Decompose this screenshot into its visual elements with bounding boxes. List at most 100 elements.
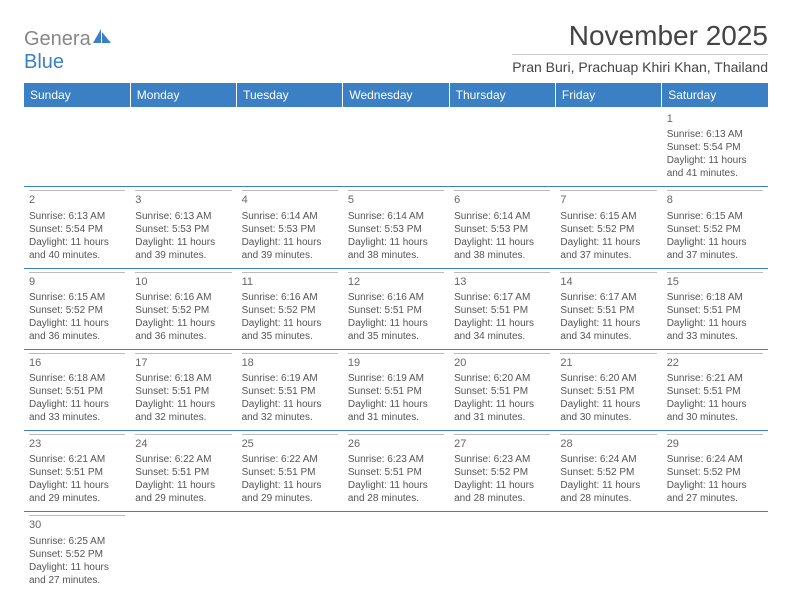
sunset-line: Sunset: 5:51 PM — [560, 385, 656, 398]
day-number: 15 — [667, 272, 763, 289]
day-number: 4 — [242, 190, 338, 207]
sunset-line: Sunset: 5:51 PM — [454, 385, 550, 398]
daylight-line: Daylight: 11 hours and 28 minutes. — [454, 479, 550, 505]
daylight-line: Daylight: 11 hours and 35 minutes. — [348, 317, 444, 343]
sunset-line: Sunset: 5:52 PM — [135, 304, 231, 317]
daylight-line: Daylight: 11 hours and 31 minutes. — [454, 398, 550, 424]
sunrise-line: Sunrise: 6:20 AM — [454, 372, 550, 385]
day-number: 7 — [560, 190, 656, 207]
calendar-cell-empty — [449, 512, 555, 593]
day-number: 18 — [242, 353, 338, 370]
sunset-line: Sunset: 5:51 PM — [348, 304, 444, 317]
sunrise-line: Sunrise: 6:16 AM — [348, 291, 444, 304]
sunset-line: Sunset: 5:52 PM — [242, 304, 338, 317]
calendar-cell: 7Sunrise: 6:15 AMSunset: 5:52 PMDaylight… — [555, 187, 661, 268]
calendar-cell: 24Sunrise: 6:22 AMSunset: 5:51 PMDayligh… — [130, 431, 236, 512]
calendar-cell: 14Sunrise: 6:17 AMSunset: 5:51 PMDayligh… — [555, 268, 661, 349]
daylight-line: Daylight: 11 hours and 38 minutes. — [348, 236, 444, 262]
calendar-cell: 20 Sunrise: 6:20 AMSunset: 5:51 PMDayligh… — [449, 349, 555, 430]
sunset-line: Sunset: 5:51 PM — [242, 466, 338, 479]
calendar-cell: 8Sunrise: 6:15 AMSunset: 5:52 PMDaylight… — [662, 187, 768, 268]
day-number: 25 — [242, 434, 338, 451]
sunset-line: Sunset: 5:53 PM — [242, 223, 338, 236]
day-number: 29 — [667, 434, 763, 451]
daylight-line: Daylight: 11 hours and 33 minutes. — [29, 398, 125, 424]
day-number: 1 — [667, 110, 763, 126]
day-number: 2 — [29, 190, 125, 207]
calendar-cell: 21 Sunrise: 6:20 AMSunset: 5:51 PMDayligh… — [555, 349, 661, 430]
calendar-cell: 6Sunrise: 6:14 AMSunset: 5:53 PMDaylight… — [449, 187, 555, 268]
calendar-cell: 18Sunrise: 6:19 AMSunset: 5:51 PMDayligh… — [237, 349, 343, 430]
daylight-line: Daylight: 11 hours and 36 minutes. — [29, 317, 125, 343]
day-number: 13 — [454, 272, 550, 289]
day-number: 20 — [454, 353, 550, 370]
daylight-line: Daylight: 11 hours and 40 minutes. — [29, 236, 125, 262]
sunset-line: Sunset: 5:51 PM — [242, 385, 338, 398]
sunset-line: Sunset: 5:51 PM — [348, 466, 444, 479]
calendar-row: 1Sunrise: 6:13 AMSunset: 5:54 PMDaylight… — [24, 107, 768, 187]
day-number: 5 — [348, 190, 444, 207]
sunset-line: Sunset: 5:52 PM — [560, 466, 656, 479]
calendar-cell: 19 Sunrise: 6:19 AMSunset: 5:51 PMDayligh… — [343, 349, 449, 430]
logo-part2: Blue — [24, 51, 64, 73]
calendar-cell: 26Sunrise: 6:23 AMSunset: 5:51 PMDayligh… — [343, 431, 449, 512]
sunset-line: Sunset: 5:54 PM — [667, 141, 763, 154]
sunrise-line: Sunrise: 6:18 AM — [29, 372, 125, 385]
sunrise-line: Sunrise: 6:23 AM — [348, 453, 444, 466]
sunrise-line: Sunrise: 6:24 AM — [667, 453, 763, 466]
sunrise-line: Sunrise: 6:21 AM — [29, 453, 125, 466]
calendar-cell: 29 Sunrise: 6:24 AMSunset: 5:52 PMDayligh… — [662, 431, 768, 512]
daylight-line: Daylight: 11 hours and 31 minutes. — [348, 398, 444, 424]
daylight-line: Daylight: 11 hours and 38 minutes. — [454, 236, 550, 262]
calendar-cell: 23Sunrise: 6:21 AMSunset: 5:51 PMDayligh… — [24, 431, 130, 512]
daylight-line: Daylight: 11 hours and 37 minutes. — [560, 236, 656, 262]
sunrise-line: Sunrise: 6:19 AM — [348, 372, 444, 385]
sunset-line: Sunset: 5:51 PM — [348, 385, 444, 398]
location: Pran Buri, Prachuap Khiri Khan, Thailand — [512, 54, 768, 75]
sunset-line: Sunset: 5:51 PM — [667, 385, 763, 398]
daylight-line: Daylight: 11 hours and 39 minutes. — [242, 236, 338, 262]
sunrise-line: Sunrise: 6:22 AM — [135, 453, 231, 466]
sunset-line: Sunset: 5:52 PM — [667, 466, 763, 479]
day-number: 19 — [348, 353, 444, 370]
day-number: 27 — [454, 434, 550, 451]
sunrise-line: Sunrise: 6:20 AM — [560, 372, 656, 385]
day-number: 8 — [667, 190, 763, 207]
calendar-cell: 5Sunrise: 6:14 AMSunset: 5:53 PMDaylight… — [343, 187, 449, 268]
daylight-line: Daylight: 11 hours and 39 minutes. — [135, 236, 231, 262]
weekday-header: Saturday — [662, 83, 768, 107]
logo: GeneraBlue — [24, 28, 115, 74]
day-number: 3 — [135, 190, 231, 207]
calendar-cell: 12Sunrise: 6:16 AMSunset: 5:51 PMDayligh… — [343, 268, 449, 349]
sunrise-line: Sunrise: 6:14 AM — [348, 210, 444, 223]
day-number: 16 — [29, 353, 125, 370]
logo-part1: Genera — [24, 28, 91, 50]
sunrise-line: Sunrise: 6:18 AM — [135, 372, 231, 385]
calendar-cell: 22Sunrise: 6:21 AMSunset: 5:51 PMDayligh… — [662, 349, 768, 430]
sunset-line: Sunset: 5:51 PM — [454, 304, 550, 317]
daylight-line: Daylight: 11 hours and 36 minutes. — [135, 317, 231, 343]
sunrise-line: Sunrise: 6:16 AM — [135, 291, 231, 304]
calendar-cell-empty — [24, 107, 130, 187]
weekday-header: Wednesday — [343, 83, 449, 107]
sunrise-line: Sunrise: 6:17 AM — [454, 291, 550, 304]
daylight-line: Daylight: 11 hours and 37 minutes. — [667, 236, 763, 262]
daylight-line: Daylight: 11 hours and 27 minutes. — [29, 561, 125, 587]
title-block: November 2025 Pran Buri, Prachuap Khiri … — [512, 20, 768, 75]
day-number: 9 — [29, 272, 125, 289]
daylight-line: Daylight: 11 hours and 29 minutes. — [29, 479, 125, 505]
daylight-line: Daylight: 11 hours and 30 minutes. — [560, 398, 656, 424]
calendar-cell-empty — [449, 107, 555, 187]
sunrise-line: Sunrise: 6:19 AM — [242, 372, 338, 385]
calendar-cell: 28Sunrise: 6:24 AMSunset: 5:52 PMDayligh… — [555, 431, 661, 512]
day-number: 11 — [242, 272, 338, 289]
logo-text: GeneraBlue — [24, 28, 115, 74]
calendar-header-row: SundayMondayTuesdayWednesdayThursdayFrid… — [24, 83, 768, 107]
calendar-cell: 3Sunrise: 6:13 AMSunset: 5:53 PMDaylight… — [130, 187, 236, 268]
day-number: 21 — [560, 353, 656, 370]
daylight-line: Daylight: 11 hours and 27 minutes. — [667, 479, 763, 505]
calendar-cell: 25Sunrise: 6:22 AMSunset: 5:51 PMDayligh… — [237, 431, 343, 512]
calendar-cell: 2Sunrise: 6:13 AMSunset: 5:54 PMDaylight… — [24, 187, 130, 268]
sunset-line: Sunset: 5:51 PM — [135, 466, 231, 479]
sunset-line: Sunset: 5:52 PM — [29, 304, 125, 317]
